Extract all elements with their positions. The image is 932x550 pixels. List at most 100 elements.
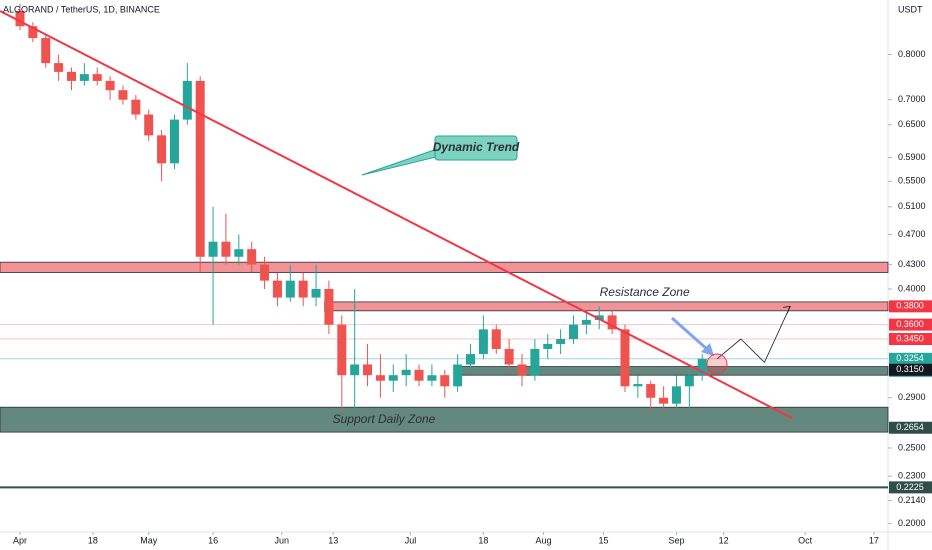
candle-body	[581, 319, 591, 325]
candle-body	[620, 329, 630, 387]
candle-body	[466, 354, 476, 365]
candle-body	[285, 280, 295, 298]
candle-body	[375, 375, 385, 381]
y-tick-label: 0.6500	[898, 119, 926, 129]
candle-body	[388, 375, 398, 381]
candle-body	[298, 280, 308, 298]
y-tick-label: 0.5100	[898, 201, 926, 211]
price-label: 0.3450	[896, 333, 924, 343]
projection-arrowhead	[783, 305, 791, 314]
pointer-arrowhead	[701, 343, 714, 356]
price-label: 0.3800	[896, 301, 924, 311]
candle-body	[247, 249, 257, 265]
x-tick-label: 18	[478, 535, 488, 545]
price-label: 0.2225	[896, 482, 924, 492]
callout-text: Dynamic Trend	[433, 140, 520, 154]
price-label-box	[889, 363, 932, 376]
x-tick-label: Jul	[405, 535, 417, 545]
candle-body	[272, 280, 282, 298]
candle-body	[15, 10, 25, 27]
y-tick-label: 0.2000	[898, 518, 926, 528]
y-axis-label: USDT	[898, 4, 923, 14]
zone	[324, 301, 889, 312]
candle-body	[144, 114, 154, 136]
candle-body	[659, 397, 669, 404]
candle-body	[54, 63, 64, 72]
x-tick-label: Jun	[274, 535, 289, 545]
y-tick-label: 0.5500	[898, 176, 926, 186]
candle-body	[363, 364, 373, 376]
candle-body	[182, 80, 192, 120]
callout-box	[434, 135, 518, 161]
candle-body	[208, 241, 218, 257]
candle-body	[568, 324, 578, 340]
price-label-box	[889, 318, 932, 331]
candle-body	[543, 343, 553, 349]
x-tick-label: Sep	[668, 535, 684, 545]
zone	[0, 406, 889, 433]
candle-body	[337, 324, 347, 376]
x-tick-label: 18	[88, 535, 98, 545]
x-tick-label: 15	[599, 535, 609, 545]
candle-body	[105, 80, 115, 91]
candle-body	[594, 315, 604, 320]
candle-body	[311, 288, 321, 298]
candle-body	[697, 358, 707, 376]
price-label: 0.3150	[896, 364, 924, 374]
y-tick-label: 0.4000	[898, 283, 926, 293]
candle-body	[92, 74, 102, 81]
zone-label: Support Daily Zone	[333, 412, 436, 426]
candle-body	[221, 241, 231, 257]
y-tick-label: 0.7000	[898, 94, 926, 104]
candle-body	[41, 38, 51, 64]
x-tick-label: Apr	[13, 535, 27, 545]
candle-body	[28, 26, 38, 39]
y-tick-label: 0.2900	[898, 392, 926, 402]
candle-body	[427, 375, 437, 381]
candle-body	[684, 375, 694, 387]
candle-body	[453, 364, 463, 387]
y-tick-label: 0.5900	[898, 152, 926, 162]
chart-title: ALGORAND / TetherUS, 1D, BINANCE	[3, 4, 160, 14]
candle-body	[401, 369, 411, 376]
plot-area: Resistance Zone Support Daily Zone Dynamic…	[0, 3, 889, 489]
x-tick-label: 17	[869, 535, 879, 545]
candle-body	[324, 288, 334, 325]
x-tick-label: Aug	[535, 535, 551, 545]
price-label: 0.2654	[896, 422, 924, 432]
zone-label: Resistance Zone	[600, 285, 690, 299]
candle-body	[517, 364, 527, 376]
price-label: 0.3600	[896, 319, 924, 329]
price-label-box	[889, 333, 932, 346]
candle-body	[491, 329, 501, 349]
candle-body	[478, 329, 488, 355]
candle-body	[66, 71, 76, 81]
zone	[0, 261, 889, 273]
x-tick-label: May	[140, 535, 158, 545]
y-tick-label: 0.2140	[898, 495, 926, 505]
candle-body	[131, 99, 141, 115]
candle-body	[440, 375, 450, 387]
x-tick-label: 12	[719, 535, 729, 545]
y-tick-label: 0.4700	[898, 229, 926, 239]
candle-body	[234, 249, 244, 257]
candle-body	[530, 348, 540, 376]
candle-body	[607, 315, 617, 330]
candle-body	[414, 369, 424, 381]
candle-body	[556, 339, 566, 344]
y-tick-label: 0.4300	[898, 259, 926, 269]
y-tick-label: 0.2500	[898, 442, 926, 452]
candle-body	[633, 384, 643, 387]
candle-body	[157, 135, 167, 164]
highlight-circle	[706, 353, 728, 375]
candle-body	[169, 119, 179, 164]
pointer-arrow	[671, 316, 709, 352]
projection-path	[716, 306, 791, 364]
y-tick-label: 0.8000	[898, 49, 926, 59]
candle-body	[79, 74, 89, 81]
candle-body	[118, 90, 128, 100]
candle-body	[260, 264, 270, 281]
price-label: 0.3254	[896, 353, 924, 363]
candle-body	[671, 386, 681, 404]
price-label-box	[889, 481, 932, 494]
